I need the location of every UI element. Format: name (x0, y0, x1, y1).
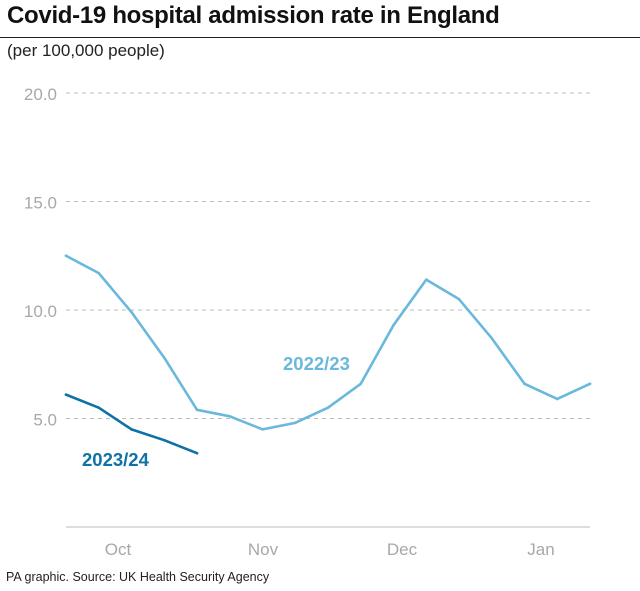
series-label: 2023/24 (82, 449, 150, 470)
y-tick-label: 15.0 (24, 194, 57, 213)
data-point (130, 310, 133, 314)
data-point (523, 382, 526, 386)
y-tick-label: 5.0 (33, 411, 57, 430)
data-point (293, 421, 297, 425)
chart-subtitle: (per 100,000 people) (7, 41, 165, 60)
data-point (162, 356, 166, 360)
series-line-2022-23 (64, 254, 592, 431)
series-label: 2022/23 (283, 353, 350, 374)
x-tick-label: Dec (387, 540, 418, 559)
data-point (195, 451, 199, 455)
data-point (64, 254, 68, 258)
data-point (457, 297, 461, 301)
data-point (97, 406, 101, 409)
data-point (392, 323, 395, 327)
y-tick-label: 20.0 (24, 85, 57, 104)
data-point (555, 397, 559, 401)
x-tick-label: Jan (527, 540, 554, 559)
data-point (588, 382, 592, 386)
data-point (130, 428, 133, 431)
data-point (490, 336, 494, 340)
chart-title: Covid-19 hospital admission rate in Engl… (7, 2, 500, 29)
x-tick-label: Nov (248, 540, 279, 559)
x-tick-label: Oct (105, 540, 132, 559)
series-line-2023-24 (64, 393, 199, 455)
data-point (424, 278, 428, 281)
data-point (195, 408, 199, 412)
data-point (97, 271, 101, 275)
data-point (261, 428, 264, 431)
data-point (162, 438, 166, 442)
source-note: PA graphic. Source: UK Health Security A… (6, 570, 270, 584)
data-point (64, 393, 68, 396)
data-point (326, 406, 330, 409)
data-point (228, 415, 232, 418)
data-point (359, 382, 363, 386)
y-tick-label: 10.0 (24, 302, 57, 321)
title-divider (0, 37, 640, 38)
